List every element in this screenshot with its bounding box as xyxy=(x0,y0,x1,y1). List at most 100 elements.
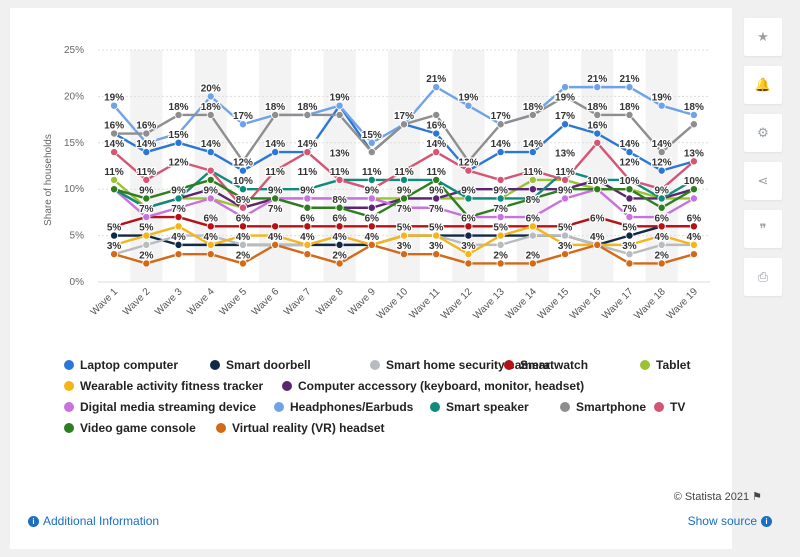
y-tick-label: 5% xyxy=(70,231,85,242)
additional-info-link[interactable]: i Additional Information xyxy=(28,514,159,528)
y-tick-label: 15% xyxy=(64,138,84,149)
data-point xyxy=(625,83,634,92)
data-point xyxy=(142,203,151,212)
data-point xyxy=(399,203,408,212)
data-point xyxy=(399,166,408,175)
data-label: 7% xyxy=(622,204,637,215)
data-point xyxy=(432,175,441,184)
data-point xyxy=(142,231,151,240)
data-label: 10% xyxy=(233,176,253,187)
star-button[interactable]: ★ xyxy=(744,18,782,56)
x-tick-label: Wave 16 xyxy=(568,286,604,322)
legend-item[interactable]: TV xyxy=(654,400,685,414)
legend-swatch xyxy=(560,402,570,412)
data-label: 14% xyxy=(297,139,317,150)
legend-item[interactable]: Smartphone xyxy=(560,400,646,414)
data-label: 16% xyxy=(104,121,124,132)
data-label: 18% xyxy=(265,102,285,113)
data-point xyxy=(689,222,698,231)
data-point xyxy=(689,157,698,166)
legend-label: Smartwatch xyxy=(520,358,589,372)
data-point xyxy=(335,231,344,240)
data-point xyxy=(142,194,151,203)
data-point xyxy=(689,110,698,119)
data-point xyxy=(625,194,634,203)
bell-icon: 🔔 xyxy=(754,77,772,92)
data-label: 17% xyxy=(394,111,414,122)
legend-item[interactable]: Tablet xyxy=(640,358,690,372)
x-tick-label: Wave 17 xyxy=(600,286,636,322)
x-tick-label: Wave 12 xyxy=(439,286,475,322)
data-point xyxy=(432,83,441,92)
data-point xyxy=(496,213,505,222)
data-point xyxy=(335,240,344,249)
data-label: 21% xyxy=(587,74,607,85)
data-point xyxy=(271,240,280,249)
data-label: 5% xyxy=(558,223,573,234)
legend-item[interactable]: Computer accessory (keyboard, monitor, h… xyxy=(282,379,584,393)
x-tick-label: Wave 9 xyxy=(346,286,378,318)
data-point xyxy=(561,194,570,203)
gear-button[interactable]: ⚙ xyxy=(744,114,782,152)
print-icon: ⎙ xyxy=(757,269,769,284)
data-label: 6% xyxy=(300,213,315,224)
data-label: 9% xyxy=(461,185,476,196)
data-point xyxy=(528,213,537,222)
data-point xyxy=(174,129,183,138)
legend-item[interactable]: Smart doorbell xyxy=(210,358,311,372)
data-point xyxy=(593,129,602,138)
side-toolbar: ★ 🔔 ⚙ ⋖ ❞ ⎙ xyxy=(744,18,784,306)
show-source-link[interactable]: Show source i xyxy=(688,514,772,528)
data-label: 15% xyxy=(362,130,382,141)
data-point xyxy=(464,166,473,175)
gear-icon: ⚙ xyxy=(757,125,769,140)
data-label: 2% xyxy=(236,250,251,261)
data-point xyxy=(593,185,602,194)
data-point xyxy=(110,185,119,194)
data-label: 19% xyxy=(652,93,672,104)
bell-button[interactable]: 🔔 xyxy=(744,66,782,104)
data-label: 14% xyxy=(265,139,285,150)
data-point xyxy=(110,240,119,249)
data-label: 11% xyxy=(362,167,382,178)
x-tick-label: Wave 14 xyxy=(504,286,540,322)
data-point xyxy=(528,166,537,175)
data-point xyxy=(625,231,634,240)
legend-item[interactable]: Wearable activity fitness tracker xyxy=(64,379,263,393)
legend-item[interactable]: Smart speaker xyxy=(430,400,529,414)
data-point xyxy=(367,213,376,222)
data-point xyxy=(271,231,280,240)
legend-item[interactable]: Headphones/Earbuds xyxy=(274,400,413,414)
data-label: 13% xyxy=(330,148,350,159)
legend-item[interactable]: Virtual reality (VR) headset xyxy=(216,421,385,435)
legend-item[interactable]: Digital media streaming device xyxy=(64,400,256,414)
data-point xyxy=(625,213,634,222)
share-button[interactable]: ⋖ xyxy=(744,162,782,200)
data-point xyxy=(593,175,602,184)
y-tick-label: 25% xyxy=(64,45,84,56)
legend-item[interactable]: Video game console xyxy=(64,421,196,435)
data-label: 6% xyxy=(526,213,541,224)
data-label: 16% xyxy=(426,121,446,132)
data-point xyxy=(271,110,280,119)
data-label: 11% xyxy=(394,167,414,178)
data-label: 14% xyxy=(652,139,672,150)
data-label: 9% xyxy=(397,185,412,196)
legend-item[interactable]: Laptop computer xyxy=(64,358,178,372)
data-point xyxy=(528,194,537,203)
data-point xyxy=(399,194,408,203)
data-point xyxy=(496,148,505,157)
x-tick-label: Wave 11 xyxy=(407,286,442,321)
data-label: 6% xyxy=(654,213,669,224)
data-label: 5% xyxy=(429,223,444,234)
y-tick-label: 0% xyxy=(70,277,85,288)
quote-button[interactable]: ❞ xyxy=(744,210,782,248)
print-button[interactable]: ⎙ xyxy=(744,258,782,296)
data-point xyxy=(496,185,505,194)
data-point xyxy=(174,240,183,249)
data-point xyxy=(367,194,376,203)
legend-item[interactable]: Smartwatch xyxy=(504,358,588,372)
data-label: 4% xyxy=(654,232,669,243)
data-label: 2% xyxy=(526,250,541,261)
